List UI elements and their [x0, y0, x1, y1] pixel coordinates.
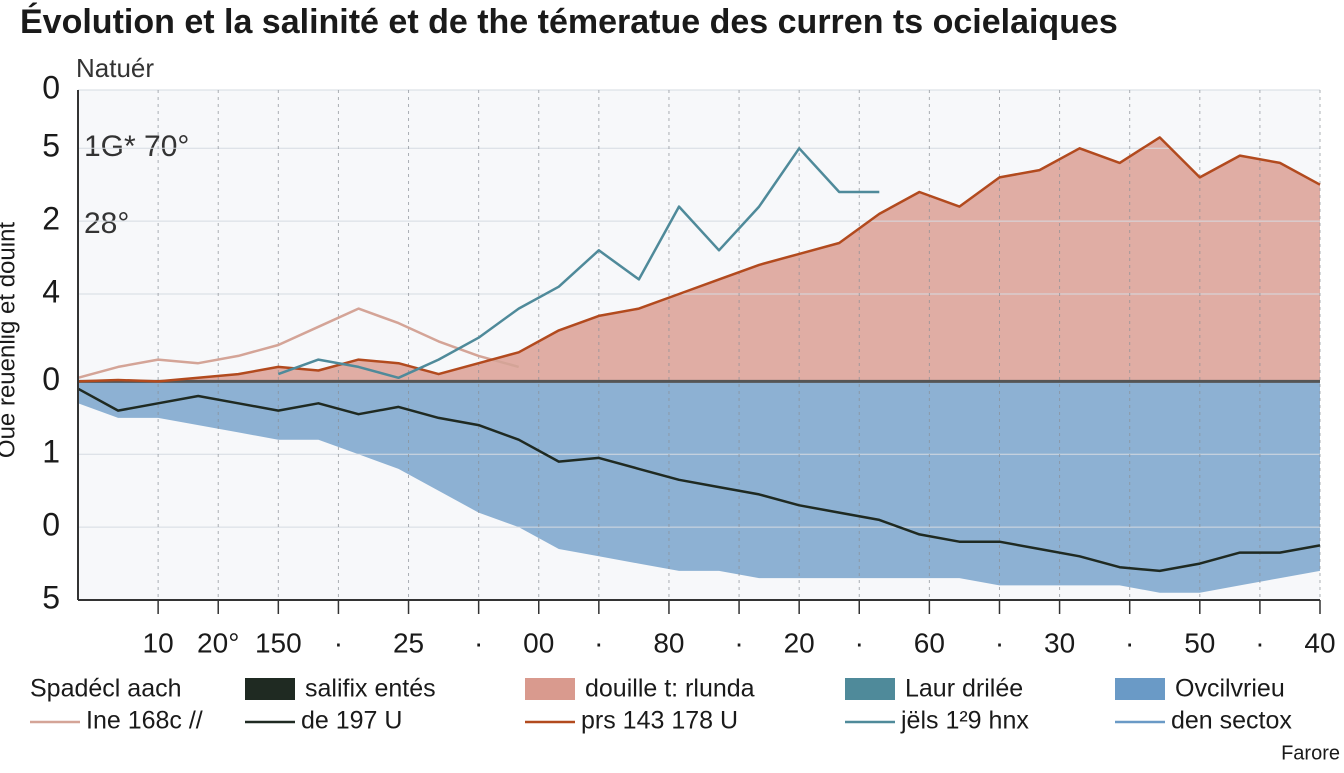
- chart-title: Évolution et la salinité et de the témer…: [20, 3, 1118, 41]
- legend-swatch: [525, 678, 575, 700]
- y-tick-label: 5: [42, 128, 60, 164]
- legend-swatch: [845, 678, 895, 700]
- legend: Spadécl aach Ine 168c // salifix entés de 1…: [30, 675, 1292, 735]
- x-tick-label: 60: [914, 627, 945, 658]
- x-tick-label: 20°: [197, 627, 239, 658]
- x-tick-label: ·: [594, 627, 603, 658]
- y-tick-label: 4: [42, 273, 60, 309]
- line: [277, 147, 880, 380]
- x-tick-label: 00: [523, 627, 554, 658]
- annotation: Natuér: [76, 53, 154, 83]
- x-tick-label: ·: [474, 627, 483, 658]
- x-tick-label: 40: [1304, 627, 1335, 658]
- area: [78, 381, 1320, 593]
- x-tick-label: 10: [143, 627, 174, 658]
- y-tick-label: 0: [42, 361, 60, 397]
- x-tick-label: ·: [334, 627, 343, 658]
- x-tick-label: 80: [653, 627, 684, 658]
- line: [77, 307, 520, 380]
- x-tick-label: 50: [1184, 627, 1215, 658]
- y-axis-label: Oue reuenlig et douint: [0, 222, 20, 459]
- x-tick-label: 25: [393, 627, 424, 658]
- x-tick-label: ·: [1255, 627, 1264, 658]
- legend-note: de 197 U: [301, 707, 402, 735]
- y-tick-label: 2: [42, 201, 60, 237]
- line: [77, 136, 1321, 383]
- legend-label: douille t: rlunda: [585, 675, 755, 703]
- y-tick-label: 0: [42, 69, 60, 105]
- area: [78, 137, 1320, 382]
- line: [77, 387, 1321, 573]
- areas: [78, 137, 1320, 593]
- legend-label: Ovcilvrieu: [1175, 675, 1285, 703]
- x-tick-label: ·: [995, 627, 1004, 658]
- legend-swatch: [245, 678, 295, 700]
- legend-swatch: [1115, 678, 1165, 700]
- x-tick-label: ·: [734, 627, 743, 658]
- x-tick-label: ·: [1125, 627, 1134, 658]
- legend-note: Ine 168c //: [86, 707, 203, 735]
- x-tick-label: ·: [855, 627, 864, 658]
- source: Farore: [1281, 742, 1340, 764]
- x-tick-label: 20: [784, 627, 815, 658]
- legend-note: den sectox: [1171, 707, 1292, 735]
- annotation: 1G* 70°: [84, 130, 189, 163]
- lines: [77, 136, 1321, 573]
- annotation: 28°: [84, 207, 129, 240]
- x-tick-label: 30: [1044, 627, 1075, 658]
- x-tick-label: 150: [255, 627, 302, 658]
- legend-note: jëls 1²9 hnx: [900, 707, 1029, 735]
- legend-label: salifix entés: [305, 675, 436, 703]
- y-tick-label: 5: [42, 579, 60, 615]
- legend-label: Laur drilée: [905, 675, 1023, 703]
- legend-label: Spadécl aach: [30, 675, 182, 703]
- legend-note: prs 143 178 U: [581, 707, 738, 735]
- y-tick-label: 0: [42, 507, 60, 543]
- y-tick-label: 1: [42, 434, 60, 470]
